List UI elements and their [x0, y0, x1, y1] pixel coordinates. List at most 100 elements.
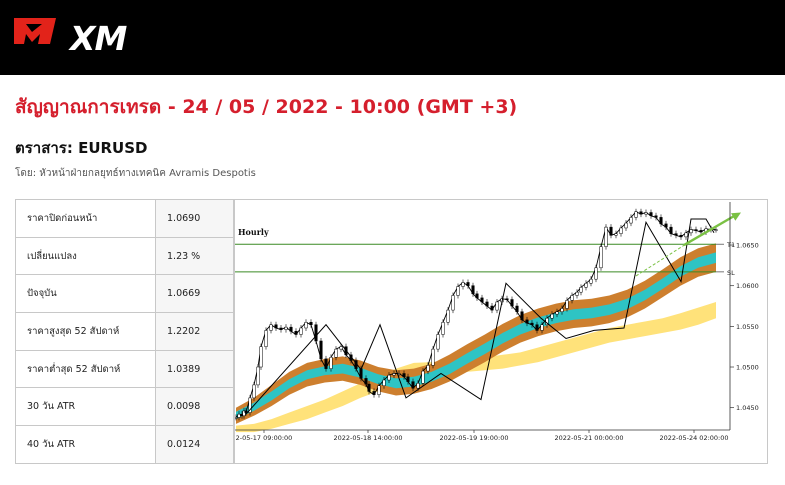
candle-body [540, 324, 544, 331]
candle-body [367, 383, 371, 392]
stat-value: 1.0669 [155, 274, 234, 314]
candle-body [269, 324, 273, 331]
y-tick-label: 1.0550 [736, 323, 759, 331]
stats-row: ปัจจุบัน 1.0669 [15, 274, 234, 314]
candle-body [684, 232, 688, 238]
candle-body [639, 211, 643, 215]
candle-body [256, 366, 260, 386]
candle-body [619, 227, 623, 234]
candle-body [520, 311, 524, 321]
x-tick-label: 2022-05-18 14:00:00 [333, 434, 402, 442]
stats-table: ราคาปิดก่อนหน้า 1.0690 เปลี่ยนแปลง 1.23 % ปั… [15, 199, 234, 464]
candle-body [480, 297, 484, 303]
xm-logo-emblem-icon [14, 18, 56, 44]
candle-body [604, 226, 608, 247]
hourly-chart: T1 SL 1.0650 1.0600 1.0550 1.0500 1.0450 2-05-… [234, 199, 768, 464]
candle-body [406, 376, 410, 382]
candle-body [436, 334, 440, 350]
candle-body [299, 327, 303, 335]
candle-body [364, 378, 368, 385]
candle-body [235, 417, 238, 419]
candle-body [664, 223, 668, 228]
candle-body [411, 381, 415, 389]
stats-row: ราคาสูงสุด 52 สัปดาห์ 1.2202 [15, 312, 234, 351]
candle-body [244, 410, 248, 413]
zigzag-path [245, 218, 715, 415]
stat-value: 0.0124 [155, 425, 234, 464]
candle-body [237, 413, 241, 418]
candle-body [565, 300, 569, 309]
candle-body [471, 285, 475, 295]
stat-label: เปลี่ยนแปลง [15, 236, 156, 276]
candle-body [382, 379, 386, 386]
candle-body [659, 217, 663, 225]
candle-body [431, 348, 435, 366]
candle-body [490, 305, 494, 311]
stat-label: 30 วัน ATR [15, 387, 156, 427]
stat-value: 1.23 % [155, 236, 234, 276]
stat-label: ราคาปิดก่อนหน้า [15, 199, 156, 238]
candle-body [485, 301, 489, 307]
candle-body [560, 308, 564, 312]
stat-value: 1.2202 [155, 312, 234, 351]
stats-row: 40 วัน ATR 0.0124 [15, 425, 234, 464]
candle-body [584, 283, 588, 288]
candle-body [495, 301, 499, 311]
candle-body [416, 383, 420, 389]
candle-body [599, 246, 603, 269]
xm-logo[interactable]: XM [12, 14, 132, 56]
candle-body [510, 299, 514, 307]
candle-body [634, 211, 638, 218]
stats-row: เปลี่ยนแปลง 1.23 % [15, 236, 234, 276]
candle-body [466, 282, 470, 286]
candle-body [289, 326, 293, 332]
candle-body [279, 327, 283, 330]
forecast-arrow [635, 212, 741, 277]
candle-body [314, 324, 318, 342]
candle-body [372, 391, 376, 395]
chart-title: Hourly [238, 227, 269, 237]
candle-body [714, 229, 718, 231]
candle-body [575, 291, 579, 296]
candle-body [377, 385, 381, 395]
candle-body [654, 215, 658, 218]
candle-body [387, 374, 391, 381]
stat-value: 0.0098 [155, 387, 234, 427]
candle-body [421, 370, 425, 384]
candle-body [550, 313, 554, 319]
candle-body [609, 226, 613, 236]
candle-body [579, 287, 583, 293]
candle-body [669, 226, 673, 234]
page-title: สัญญาณการเทรด - 24 / 05 / 2022 - 10:00 (… [15, 96, 518, 118]
stat-label: ปัจจุบัน [15, 274, 156, 314]
candle-body [679, 235, 683, 238]
candle-body [392, 373, 396, 376]
candle-body [535, 324, 539, 331]
candle-body [570, 295, 574, 301]
x-tick-label: 2022-05-21 00:00:00 [554, 434, 623, 442]
stats-row: 30 วัน ATR 0.0098 [15, 387, 234, 427]
candle-body [446, 309, 450, 323]
moving-average-band [236, 243, 716, 424]
candle-body [674, 233, 678, 236]
candle-body [324, 358, 328, 369]
candle-body [555, 311, 559, 315]
candle-body [694, 229, 698, 231]
candle-body [259, 346, 263, 368]
candle-body [515, 305, 519, 312]
candle-body [334, 348, 338, 358]
candle-body [252, 384, 256, 399]
candle-body [304, 322, 308, 329]
candle-body [475, 293, 479, 299]
candle-body [402, 373, 406, 378]
x-tick-label: 2-05-17 09:00:00 [236, 434, 293, 442]
candle-body [594, 267, 598, 280]
candle-body [274, 324, 278, 329]
y-tick-label: 1.0450 [736, 404, 759, 412]
candle-body [441, 322, 445, 335]
candle-body [624, 222, 628, 229]
stat-label: 40 วัน ATR [15, 425, 156, 464]
candle-body [339, 346, 343, 350]
candle-body [699, 230, 703, 233]
